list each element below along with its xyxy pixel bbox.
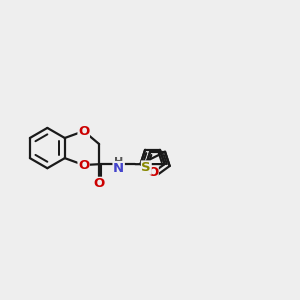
Text: O: O	[78, 124, 89, 138]
Text: O: O	[147, 167, 158, 179]
Text: N: N	[113, 162, 124, 175]
Text: O: O	[78, 158, 89, 172]
Text: O: O	[94, 177, 105, 190]
Text: S: S	[142, 161, 151, 174]
Text: H: H	[114, 157, 123, 167]
